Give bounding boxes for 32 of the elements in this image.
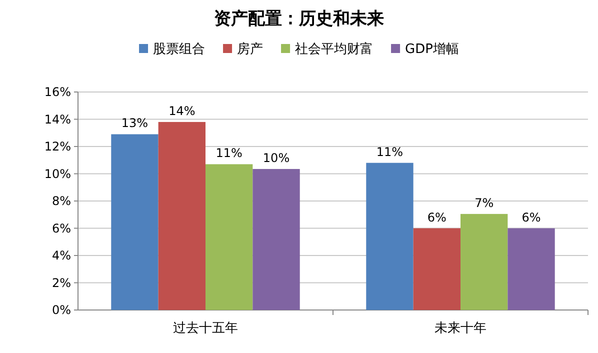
bar [206, 164, 253, 310]
data-label: 11% [376, 144, 404, 159]
y-tick-label: 6% [52, 221, 71, 236]
bar [366, 162, 414, 310]
data-label: 11% [216, 146, 242, 160]
y-tick-label: 16% [44, 85, 71, 99]
data-label: 13% [121, 116, 148, 130]
data-label: 7% [474, 196, 494, 210]
bar [508, 228, 555, 310]
y-tick-label: 0% [52, 303, 71, 317]
y-tick-label: 4% [52, 248, 71, 262]
data-label: 14% [168, 104, 196, 118]
legend-label: GDP增幅 [405, 42, 459, 57]
y-tick-label: 2% [52, 276, 71, 290]
legend-label: 房产 [237, 41, 264, 57]
chart-title: 资产配置：历史和未来 [214, 9, 384, 28]
x-tick-label: 未来十年 [434, 321, 486, 336]
legend-label: 社会平均财富 [295, 41, 374, 57]
y-tick-label: 12% [44, 140, 71, 154]
legend-label: 股票组合 [153, 42, 206, 57]
data-label: 10% [262, 150, 290, 165]
bar [460, 214, 508, 310]
data-label: 6% [522, 210, 541, 224]
bar [252, 168, 300, 310]
y-tick-label: 14% [44, 112, 71, 126]
bar [158, 122, 206, 310]
x-tick-label: 过去十五年 [173, 321, 238, 336]
y-tick-label: 8% [52, 194, 71, 208]
bar [413, 228, 460, 310]
bar [111, 134, 158, 310]
y-tick-label: 10% [44, 166, 71, 181]
data-label: 6% [427, 210, 446, 224]
